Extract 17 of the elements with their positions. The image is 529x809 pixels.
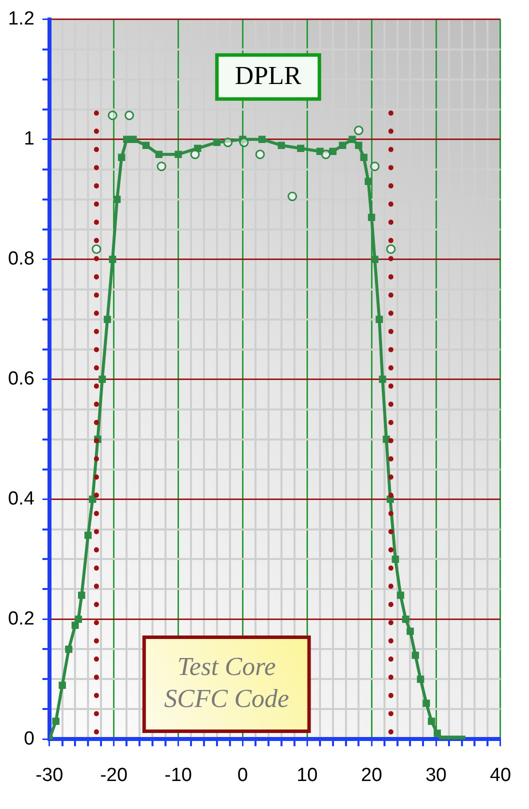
y-tick-label: 1.2 — [8, 8, 34, 30]
x-tick-label: -20 — [100, 764, 128, 786]
x-tick-label: 30 — [425, 764, 447, 786]
y-tick-label: 0.6 — [8, 368, 34, 390]
y-tick-label: 1 — [24, 128, 34, 150]
x-tick-label: 0 — [237, 764, 248, 786]
x-tick-label: 20 — [361, 764, 382, 786]
y-tick-label: 0.8 — [8, 248, 34, 270]
x-tick-label: -30 — [36, 764, 64, 786]
x-tick-label: 40 — [490, 764, 512, 786]
y-tick-label: 0.2 — [8, 608, 34, 630]
x-tick-label: -10 — [164, 764, 192, 786]
y-tick-label: 0 — [24, 728, 34, 750]
text: DPLR — [234, 60, 302, 90]
y-tick-label: 0.4 — [8, 488, 35, 510]
x-tick-label: 10 — [296, 764, 318, 786]
annotation: Test Core SCFC Code — [164, 652, 290, 714]
